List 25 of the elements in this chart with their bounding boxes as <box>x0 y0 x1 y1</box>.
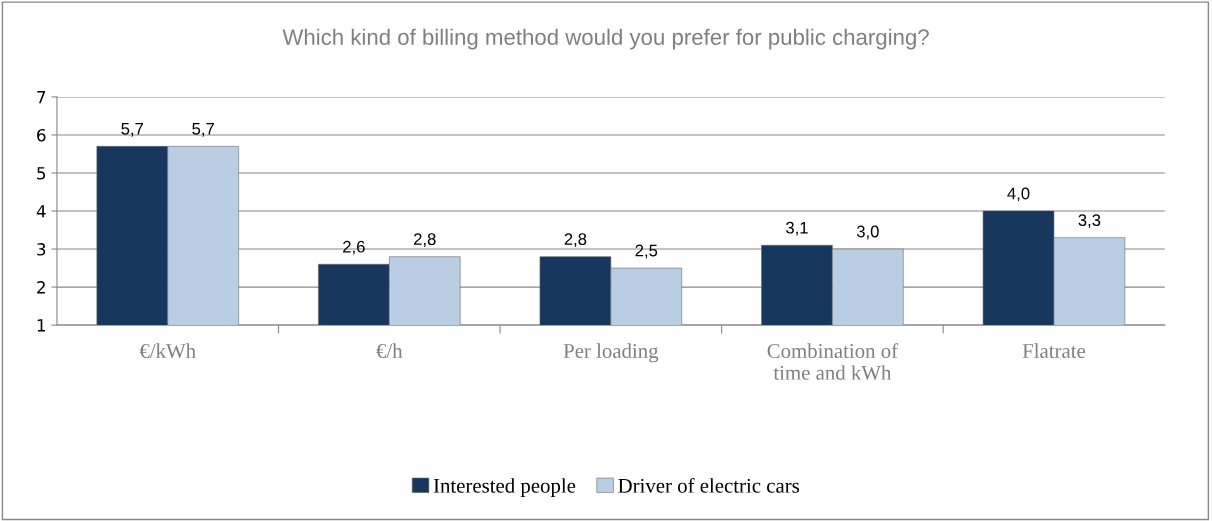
data-label: 3,3 <box>1078 214 1101 228</box>
x-tick-label: Per loading <box>563 343 659 363</box>
data-label: 2,8 <box>564 233 587 247</box>
y-tick-label: 4 <box>36 205 46 218</box>
data-label: 2,8 <box>414 233 436 247</box>
legend-label: Driver of electric cars <box>618 477 800 493</box>
y-tick-label: 5 <box>37 167 46 180</box>
chart-title: Which kind of billing method would you prefer for public charging? <box>282 28 929 50</box>
y-tick-label: 6 <box>37 128 46 142</box>
x-tick-label: €/kWh <box>139 343 196 359</box>
data-label: 4,0 <box>1007 187 1030 202</box>
data-label: 3,0 <box>856 225 879 240</box>
y-tick-label: 7 <box>37 91 46 104</box>
x-tick-label: Combination of time and kWh <box>767 343 899 380</box>
y-tick-label: 2 <box>37 281 45 294</box>
legend-label: Interested people <box>433 478 576 498</box>
data-label: 2,6 <box>343 240 365 255</box>
x-tick-label: Flatrate <box>1022 343 1086 359</box>
data-label: 5,7 <box>121 123 144 137</box>
y-tick-label: 1 <box>37 319 46 332</box>
y-tick-label: 3 <box>37 243 46 256</box>
data-label: 5,7 <box>192 123 214 137</box>
data-label: 2,5 <box>635 244 658 259</box>
x-tick-label: €/h <box>376 343 403 359</box>
data-label: 3,1 <box>786 221 808 236</box>
